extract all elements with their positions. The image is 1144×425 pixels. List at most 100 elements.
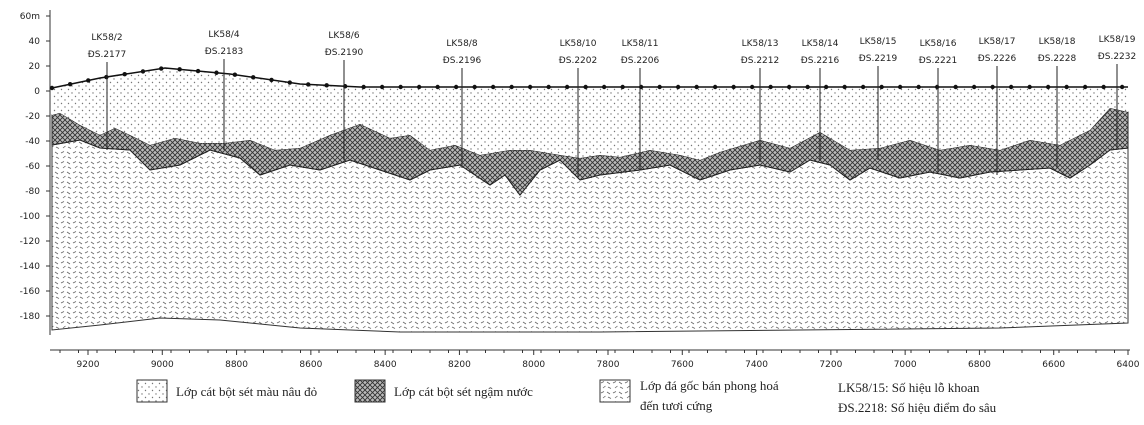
x-tick-label: 8800 bbox=[225, 360, 248, 370]
survey-point bbox=[528, 85, 532, 89]
survey-point bbox=[50, 86, 54, 90]
survey-point bbox=[86, 78, 90, 82]
survey-point bbox=[159, 66, 163, 70]
x-tick-label: 7200 bbox=[819, 360, 842, 370]
legend-label: đến tươi cứng bbox=[640, 398, 713, 413]
sounding-id: ĐS.2183 bbox=[205, 47, 243, 57]
x-tick-label: 6600 bbox=[1042, 360, 1065, 370]
borehole-id: LK58/2 bbox=[91, 33, 122, 43]
y-tick-label: -40 bbox=[25, 137, 40, 147]
survey-point bbox=[233, 72, 237, 76]
y-tick-label: -140 bbox=[20, 262, 41, 272]
sounding-id: ĐS.2177 bbox=[88, 50, 126, 60]
x-tick-label: 7000 bbox=[894, 360, 917, 370]
x-tick-label: 7400 bbox=[745, 360, 768, 370]
survey-point bbox=[196, 69, 200, 73]
survey-point bbox=[935, 85, 939, 89]
survey-point bbox=[509, 85, 513, 89]
x-tick-label: 7600 bbox=[671, 360, 694, 370]
y-tick-label: 0 bbox=[34, 87, 40, 97]
sounding-id: ĐS.2202 bbox=[559, 56, 597, 66]
x-tick-label: 6800 bbox=[968, 360, 991, 370]
survey-point bbox=[583, 85, 587, 89]
survey-point bbox=[694, 85, 698, 89]
survey-point bbox=[380, 85, 384, 89]
legend-swatch bbox=[355, 380, 385, 402]
legend-label: Lớp cát bột sét màu nâu đỏ bbox=[176, 384, 317, 399]
survey-point bbox=[1120, 85, 1124, 89]
survey-point bbox=[1083, 85, 1087, 89]
survey-point bbox=[251, 75, 255, 79]
borehole-id: LK58/19 bbox=[1099, 35, 1136, 45]
survey-point bbox=[861, 85, 865, 89]
survey-point bbox=[269, 78, 273, 82]
survey-point bbox=[731, 85, 735, 89]
survey-point bbox=[879, 85, 883, 89]
survey-point bbox=[1009, 85, 1013, 89]
y-tick-label: 20 bbox=[29, 62, 41, 72]
legend-note: ĐS.2218: Số hiệu điểm đo sâu bbox=[838, 400, 997, 415]
survey-point bbox=[824, 85, 828, 89]
sounding-id: ĐS.2226 bbox=[978, 54, 1017, 64]
borehole-id: LK58/4 bbox=[208, 30, 239, 40]
survey-point bbox=[491, 85, 495, 89]
sounding-id: ĐS.2190 bbox=[325, 48, 364, 58]
survey-point bbox=[288, 80, 292, 84]
survey-point bbox=[750, 85, 754, 89]
x-tick-label: 6400 bbox=[1117, 360, 1140, 370]
x-tick-label: 9000 bbox=[151, 360, 174, 370]
x-tick-label: 7800 bbox=[597, 360, 620, 370]
borehole-id: LK58/10 bbox=[560, 39, 597, 49]
survey-point bbox=[417, 85, 421, 89]
survey-point bbox=[68, 82, 72, 86]
y-tick-label: -120 bbox=[20, 237, 41, 247]
y-tick-label: -20 bbox=[25, 112, 40, 122]
borehole-id: LK58/13 bbox=[742, 39, 779, 49]
x-tick-label: 8000 bbox=[522, 360, 545, 370]
survey-point bbox=[602, 85, 606, 89]
borehole-id: LK58/15 bbox=[860, 37, 897, 47]
survey-point bbox=[361, 85, 365, 89]
survey-point bbox=[620, 85, 624, 89]
survey-point bbox=[972, 85, 976, 89]
y-tick-label: 60m bbox=[20, 12, 40, 22]
survey-point bbox=[953, 85, 957, 89]
survey-point bbox=[657, 85, 661, 89]
survey-point bbox=[1064, 85, 1068, 89]
legend-label: Lớp đá gốc bán phong hoá bbox=[640, 378, 779, 393]
legend-swatch bbox=[600, 380, 630, 402]
y-tick-label: -60 bbox=[25, 162, 40, 172]
borehole-id: LK58/6 bbox=[328, 31, 359, 41]
x-tick-label: 9200 bbox=[77, 360, 100, 370]
legend-swatch bbox=[137, 380, 167, 402]
sounding-id: ĐS.2206 bbox=[621, 56, 660, 66]
survey-point bbox=[546, 85, 550, 89]
x-tick-label: 8200 bbox=[448, 360, 471, 370]
borehole-id: LK58/18 bbox=[1039, 37, 1076, 47]
survey-point bbox=[805, 85, 809, 89]
survey-point bbox=[214, 71, 218, 75]
cross-section: Lớp cát bột sét màu nâu đỏ Lớp cát bột s… bbox=[0, 0, 1144, 425]
legend-note: LK58/15: Số hiệu lỗ khoan bbox=[838, 380, 980, 395]
survey-point bbox=[306, 82, 310, 86]
sounding-id: ĐS.2196 bbox=[443, 56, 482, 66]
survey-point bbox=[141, 69, 145, 73]
survey-point bbox=[1027, 85, 1031, 89]
survey-point bbox=[472, 85, 476, 89]
survey-point bbox=[565, 85, 569, 89]
y-tick-label: -80 bbox=[25, 187, 40, 197]
survey-point bbox=[916, 85, 920, 89]
y-tick-label: 40 bbox=[29, 37, 41, 47]
survey-point bbox=[398, 85, 402, 89]
sounding-id: ĐS.2216 bbox=[801, 56, 840, 66]
survey-point bbox=[454, 85, 458, 89]
borehole-id: LK58/8 bbox=[446, 39, 477, 49]
y-tick-label: -160 bbox=[20, 287, 41, 297]
survey-point bbox=[1046, 85, 1050, 89]
borehole-id: LK58/14 bbox=[802, 39, 839, 49]
sounding-id: ĐS.2228 bbox=[1038, 54, 1077, 64]
borehole-id: LK58/11 bbox=[622, 39, 659, 49]
y-tick-label: -180 bbox=[20, 312, 41, 322]
survey-point bbox=[122, 72, 126, 76]
survey-point bbox=[898, 85, 902, 89]
